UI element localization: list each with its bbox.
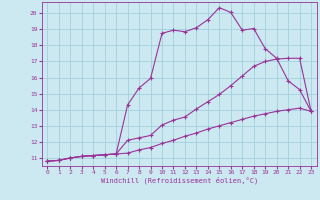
X-axis label: Windchill (Refroidissement éolien,°C): Windchill (Refroidissement éolien,°C)	[100, 177, 258, 184]
